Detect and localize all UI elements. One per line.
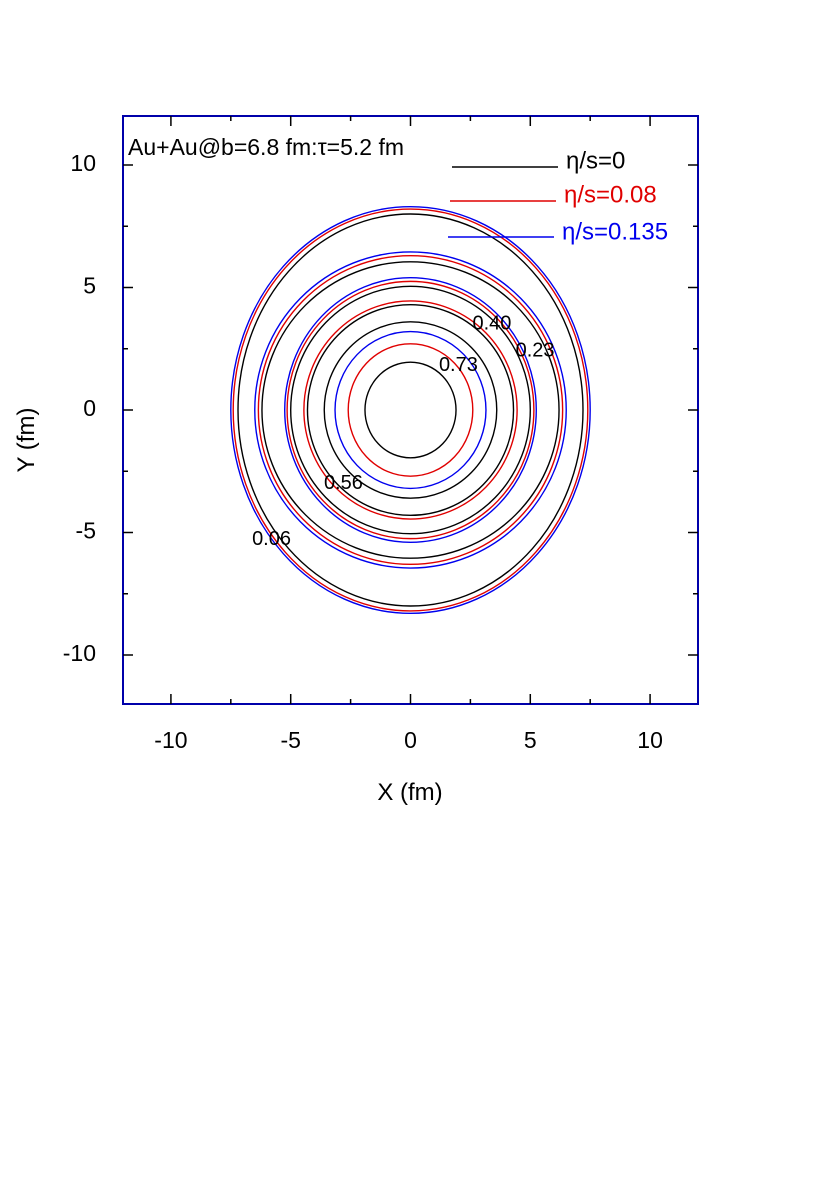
contour-s1-1: [257, 254, 564, 566]
contour-s1-2: [286, 280, 535, 540]
y-axis-title: Y (fm): [13, 408, 40, 473]
legend: η/s=0 η/s=0.08 η/s=0.135: [448, 147, 668, 245]
contour-lines: [230, 205, 591, 615]
contour-label-3: 0.56: [324, 472, 363, 494]
contour-s2-0: [230, 205, 591, 615]
contour-label-4: 0.06: [252, 528, 291, 550]
x-axis-title: X (fm): [377, 779, 442, 806]
axis-ticks: [123, 116, 698, 704]
x-tick-label: 10: [637, 727, 663, 753]
x-tick-label: -10: [154, 727, 187, 753]
chart-annotation: Au+Au@b=6.8 fm:τ=5.2 fm: [128, 134, 404, 160]
contour-label-1: 0.23: [516, 339, 555, 361]
x-tick-label: 0: [404, 727, 417, 753]
contour-label-2: 0.73: [439, 354, 478, 376]
x-tick-label: -5: [280, 727, 300, 753]
contour-s0-3: [306, 303, 515, 517]
legend-label-0: η/s=0: [566, 147, 625, 174]
contour-s2-3: [334, 330, 487, 490]
y-tick-label: -10: [63, 640, 96, 666]
legend-label-1: η/s=0.08: [564, 181, 657, 208]
contour-labels: 0.400.23 0.73 0.56 0.06: [252, 313, 554, 551]
contour-s2-2: [284, 277, 537, 544]
y-tick-label: 10: [70, 150, 96, 176]
y-tick-label: -5: [76, 518, 96, 544]
contour-s0-5: [364, 361, 457, 459]
contour-label-0: 0.40: [472, 313, 511, 335]
contour-s0-4: [323, 321, 498, 499]
contour-s1-3: [303, 300, 518, 520]
y-tick-label: 5: [83, 273, 96, 299]
y-tick-labels: -10 -5 0 5 10: [63, 150, 96, 666]
contour-s1-0: [232, 208, 589, 612]
y-tick-label: 0: [83, 395, 96, 421]
contour-s2-1: [254, 251, 567, 569]
x-tick-labels: -10 -5 0 5 10: [154, 727, 663, 753]
x-tick-label: 5: [524, 727, 537, 753]
contour-s1-4: [347, 343, 474, 477]
legend-label-2: η/s=0.135: [562, 218, 668, 245]
contour-s0-1: [261, 261, 560, 559]
contour-s0-0: [237, 213, 584, 607]
contour-s0-2: [290, 285, 531, 535]
